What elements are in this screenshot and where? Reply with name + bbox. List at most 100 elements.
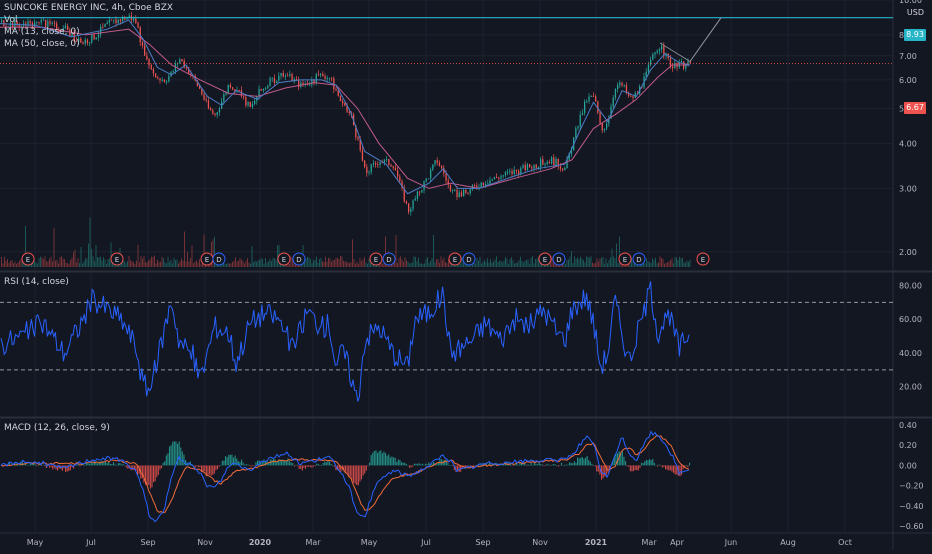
volume-bar: [650, 262, 652, 267]
candle-body: [89, 42, 91, 44]
candle-body: [234, 89, 236, 92]
macd-histogram-bar: [633, 465, 635, 472]
candle-body: [608, 118, 610, 124]
volume-bar: [212, 239, 214, 267]
macd-label: MACD (12, 26, close, 9): [4, 423, 110, 433]
candle-body: [526, 164, 529, 171]
candle-body: [601, 123, 603, 131]
macd-histogram-bar: [293, 465, 295, 467]
macd-histogram-bar: [130, 465, 132, 471]
volume-bar: [292, 257, 293, 267]
legend-ma-fast: MA (13, close, 0): [4, 27, 80, 37]
macd-histogram-bar: [356, 465, 358, 486]
macd-histogram-bar: [303, 465, 305, 468]
candle-body: [542, 159, 544, 165]
volume-bar: [593, 263, 595, 267]
candle-body: [687, 61, 689, 65]
earnings-marker: [110, 252, 124, 266]
macd-histogram-bar: [389, 457, 391, 466]
volume-bar: [334, 259, 335, 267]
macd-histogram-bar: [425, 463, 427, 466]
volume-bar: [437, 258, 439, 267]
macd-histogram-bar: [223, 460, 225, 466]
volume-bar: [266, 262, 268, 267]
macd-histogram-bar: [559, 465, 561, 467]
macd-histogram-bar: [177, 443, 179, 466]
macd-histogram-bar: [407, 465, 409, 466]
candle-body: [522, 165, 524, 168]
macd-histogram-bar: [541, 464, 543, 466]
macd-histogram-bar: [577, 457, 579, 466]
candle-body: [42, 19, 45, 21]
macd-histogram-bar: [306, 465, 308, 467]
candle-body: [421, 190, 423, 193]
candle-body: [128, 15, 130, 18]
macd-histogram-bar: [36, 465, 38, 467]
macd-histogram-bar: [135, 465, 137, 471]
macd-histogram-bar: [301, 465, 303, 471]
macd-histogram-bar: [82, 464, 84, 466]
macd-histogram-bar: [276, 461, 278, 466]
candle-body: [106, 22, 108, 25]
volume-bar: [248, 262, 250, 267]
volume-bar: [259, 260, 260, 267]
volume-bar: [515, 262, 517, 267]
macd-histogram-bar: [143, 465, 145, 483]
time-tick-label: Mar: [305, 538, 321, 547]
volume-bar: [536, 258, 538, 267]
candle-body: [454, 189, 456, 191]
candle-body: [328, 77, 331, 79]
macd-histogram-bar: [631, 465, 633, 472]
candle-body: [223, 94, 225, 102]
macd-histogram-bar: [241, 459, 243, 466]
volume-bar: [47, 261, 49, 267]
macd-histogram-bar: [380, 450, 382, 466]
volume-bar: [274, 258, 275, 267]
volume-bar: [596, 258, 598, 267]
volume-bar: [434, 262, 436, 267]
macd-histogram-bar: [477, 465, 479, 467]
macd-histogram-bar: [594, 465, 596, 467]
macd-histogram-bar: [455, 465, 457, 472]
candle-body: [405, 201, 408, 204]
macd-histogram-bar: [165, 455, 167, 466]
volume-bar: [88, 243, 89, 267]
volume-bar: [325, 256, 326, 267]
volume-bar: [505, 257, 506, 267]
macd-histogram-bar: [373, 451, 375, 466]
volume-bar: [154, 255, 155, 267]
volume-bar: [509, 258, 511, 267]
macd-histogram-bar: [375, 450, 377, 466]
volume-bar: [320, 258, 322, 267]
candle-body: [647, 64, 650, 72]
macd-histogram-bar: [290, 462, 292, 466]
volume-bar: [656, 263, 658, 267]
macd-histogram-bar: [538, 462, 540, 466]
candle-body: [269, 78, 271, 86]
candle-body: [251, 104, 254, 107]
candle-body: [249, 101, 251, 107]
macd-histogram-bar: [409, 465, 411, 468]
macd-histogram-bar: [465, 465, 467, 468]
volume-bar: [619, 236, 620, 267]
macd-histogram-bar: [540, 464, 542, 466]
volume-bar: [85, 258, 86, 267]
earnings-marker: [448, 252, 462, 266]
volume-bar: [136, 260, 137, 267]
macd-histogram-bar: [385, 453, 387, 466]
event-marker-label: E: [282, 256, 286, 264]
candle-body: [551, 157, 553, 164]
candle-body: [207, 100, 210, 109]
volume-bar: [280, 262, 281, 267]
macd-histogram-bar: [42, 464, 44, 466]
macd-histogram-bar: [300, 465, 302, 469]
volume-bar: [131, 261, 133, 267]
macd-histogram-bar: [588, 460, 590, 466]
volume-bar: [520, 256, 521, 267]
macd-histogram-bar: [626, 465, 628, 467]
volume-bar: [329, 258, 331, 267]
macd-histogram-bar: [231, 454, 233, 466]
